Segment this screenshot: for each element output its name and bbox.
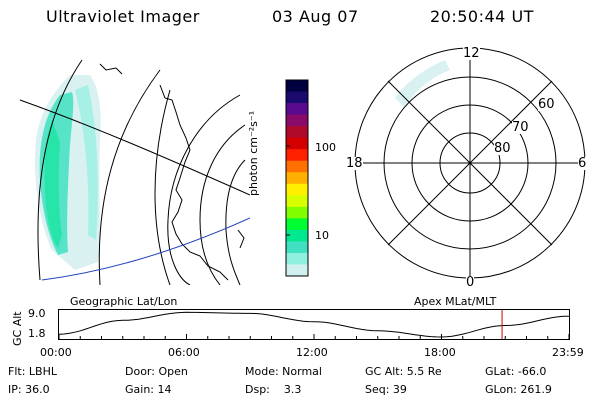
colorbar-swatch <box>286 218 308 231</box>
ip-status: IP: 36.0 <box>8 383 50 396</box>
altitude-xtick-0: 00:00 <box>40 346 72 359</box>
coastline <box>99 63 245 281</box>
colorbar-swatch <box>286 252 308 265</box>
colorbar-border <box>285 79 309 277</box>
door-status: Door: Open <box>125 365 188 378</box>
altitude-ylabel: GC Alt <box>11 311 24 346</box>
colorbar-swatch <box>286 137 308 150</box>
time-label: 20:50:44 UT <box>430 7 534 26</box>
colorbar-swatch <box>286 103 308 116</box>
colorbar-swatch <box>286 160 308 173</box>
altitude-xtick-3: 18:00 <box>424 346 456 359</box>
altitude-xtick-2: 12:00 <box>296 346 328 359</box>
colorbar-label: photon cm⁻²s⁻¹ <box>247 110 260 196</box>
gain-status: Gain: 14 <box>125 383 172 396</box>
terminator-line <box>41 217 250 281</box>
colorbar-swatch <box>286 91 308 104</box>
latitude-arc <box>167 94 241 285</box>
colorbar-swatch <box>286 264 308 277</box>
colorbar-swatch <box>286 149 308 162</box>
gc-alt-status: GC Alt: 5.5 Re <box>365 365 442 378</box>
altitude-xtick-4: 23:59 <box>552 346 584 359</box>
colorbar-tick-10: 10 <box>315 229 329 242</box>
mlat-label-70: 70 <box>512 120 529 135</box>
colorbar-swatch <box>286 172 308 185</box>
aurora-emission <box>395 60 450 108</box>
longitude-line <box>154 89 171 285</box>
flt-status: Flt: LBHL <box>8 365 57 378</box>
mlt-label-18: 18 <box>346 156 363 171</box>
seq-status: Seq: 39 <box>365 383 407 396</box>
latitude-line <box>19 99 250 196</box>
colorbar-swatch <box>286 126 308 139</box>
polar-plot <box>354 47 586 279</box>
longitude-line <box>98 69 161 285</box>
mlt-label-12: 12 <box>463 46 480 61</box>
apex-label: Apex MLat/MLT <box>414 295 497 308</box>
mlt-label-0: 0 <box>466 275 475 290</box>
altitude-xtick-1: 06:00 <box>168 346 200 359</box>
colorbar-tick-100: 100 <box>315 141 336 154</box>
altitude-ytick-min: 1.8 <box>28 327 46 340</box>
colorbar-swatch <box>286 114 308 127</box>
altitude-chart <box>58 309 570 340</box>
colorbar-swatch <box>286 241 308 254</box>
colorbar-swatch <box>286 206 308 219</box>
longitude-line <box>37 59 83 281</box>
instrument-title: Ultraviolet Imager <box>46 7 200 26</box>
mlat-label-80: 80 <box>494 141 511 156</box>
date-label: 03 Aug 07 <box>272 7 359 26</box>
altitude-series-line <box>58 311 570 338</box>
altitude-ytick-max: 9.0 <box>28 307 46 320</box>
colorbar-swatch <box>286 229 308 242</box>
colorbar-swatch <box>286 183 308 196</box>
colorbar-swatch <box>286 195 308 208</box>
mlat-label-60: 60 <box>538 97 555 112</box>
geographic-label: Geographic Lat/Lon <box>70 295 178 308</box>
latitude-arc <box>225 159 246 285</box>
geographic-map <box>19 59 250 285</box>
latitude-arc <box>199 124 246 285</box>
mlt-label-6: 6 <box>578 156 587 171</box>
mode-status: Mode: Normal <box>245 365 322 378</box>
glat-status: GLat: -66.0 <box>485 365 547 378</box>
colorbar-swatch <box>286 80 308 93</box>
glon-status: GLon: 261.9 <box>485 383 552 396</box>
colorbar <box>285 79 309 277</box>
dsp-status: Dsp: 3.3 <box>245 383 302 396</box>
